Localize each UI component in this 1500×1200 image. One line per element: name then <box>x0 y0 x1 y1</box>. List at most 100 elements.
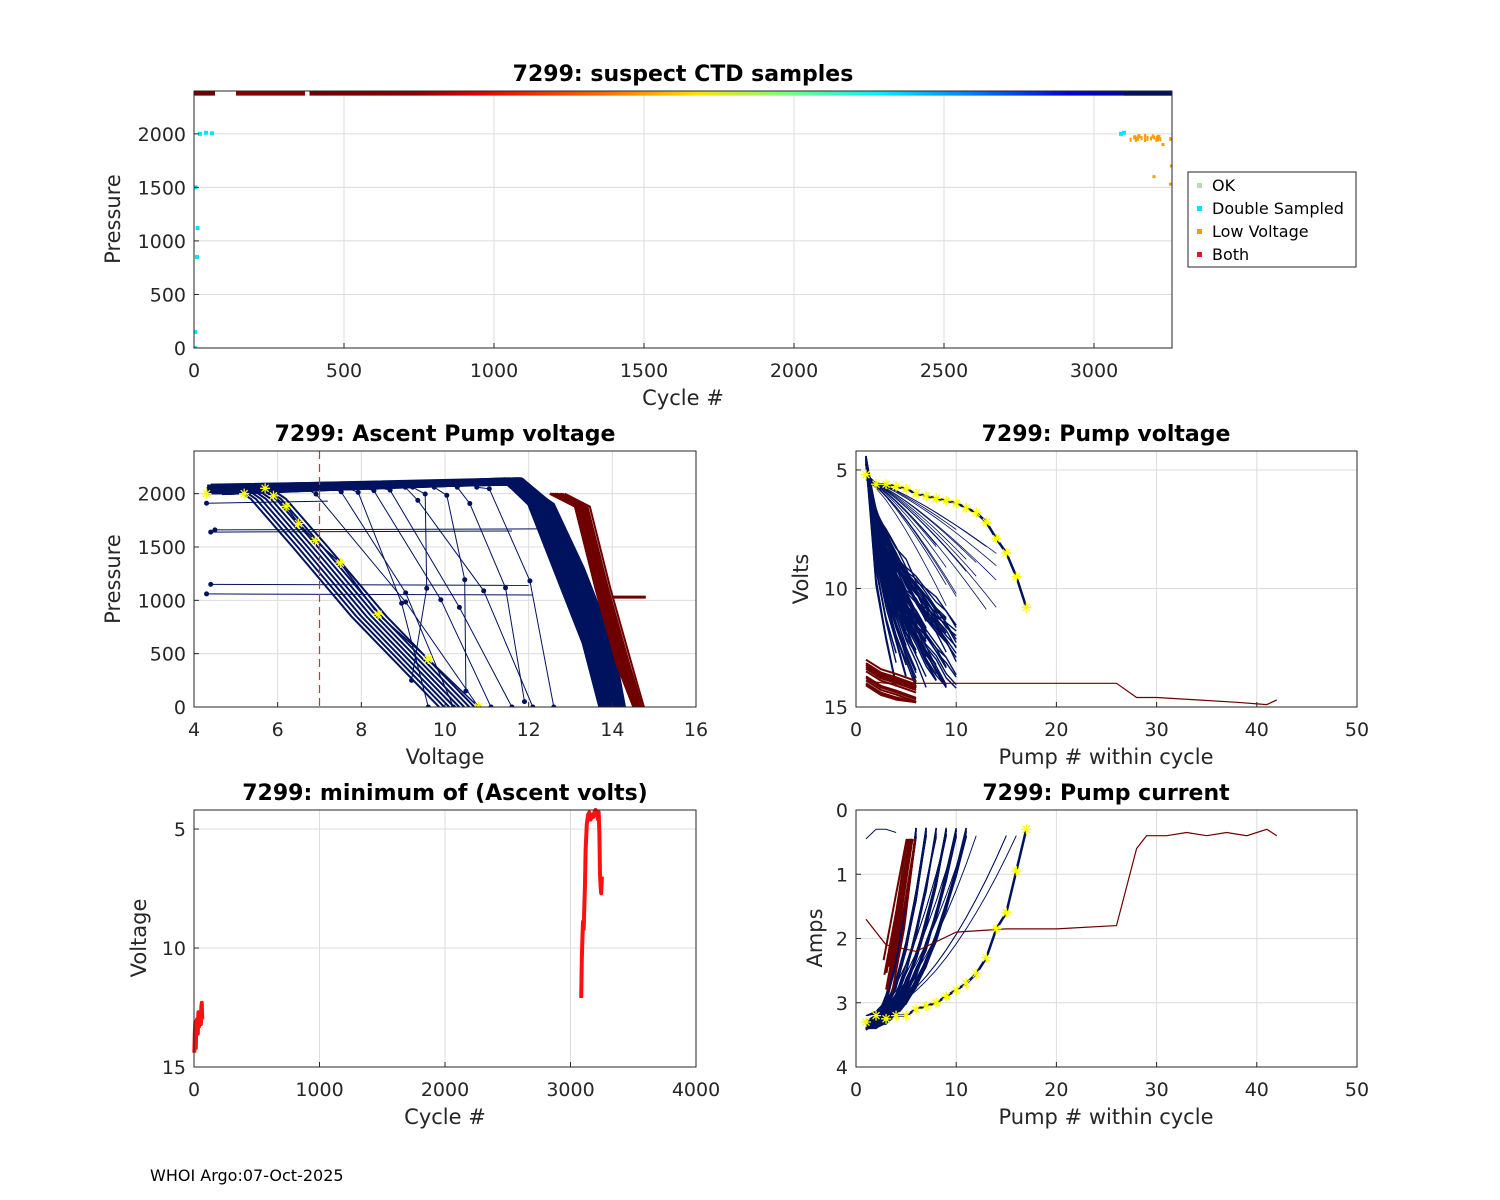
pump-current-cycle-thin <box>865 835 967 1016</box>
x-tick-label: 4000 <box>672 1079 720 1101</box>
pump-voltage-cycle <box>865 461 927 652</box>
cycle-colorbar-late <box>1124 91 1172 96</box>
ascent-profile-fan <box>434 486 467 692</box>
ascent-profile-low <box>238 486 445 707</box>
ascent-outlier-line <box>206 500 328 504</box>
low-voltage-spike <box>1140 136 1143 141</box>
pump-voltage-long-cycle <box>865 680 1278 706</box>
cycle-colorbar-mid <box>236 91 305 96</box>
ascent-sample <box>444 492 450 498</box>
low-voltage-point <box>1161 143 1165 147</box>
ascent-profile-maroon <box>561 492 644 707</box>
pump-voltage-latest-star <box>1001 547 1012 558</box>
ascent-sample <box>462 577 468 583</box>
ascent-sample <box>456 604 462 610</box>
x-tick-label: 40 <box>1245 719 1269 741</box>
pumpv-ticks: 0 10 20 30 40 50 5 10 15 <box>824 460 1369 741</box>
pump-voltage-cycle-thin <box>865 479 947 586</box>
ascent-sample <box>467 501 473 507</box>
ascent-sample <box>403 599 409 605</box>
ascent-sample <box>454 484 460 490</box>
double-sampled-point <box>195 226 200 231</box>
x-tick-label: 1500 <box>620 360 668 382</box>
x-tick-label: 2500 <box>920 360 968 382</box>
pump-current-cycle-thin <box>865 835 957 1016</box>
ascent-title: 7299: Ascent Pump voltage <box>275 422 616 447</box>
pumpc-marks <box>861 824 1278 1031</box>
ascent-sample <box>530 704 536 707</box>
pump-voltage-maroon <box>865 677 917 701</box>
ascent-profile-fan <box>377 486 513 707</box>
ascent-latest-star <box>373 609 384 620</box>
pumpv-title: 7299: Pump voltage <box>982 422 1231 447</box>
x-tick-label: 50 <box>1345 1079 1369 1101</box>
x-tick-label: 40 <box>1245 1079 1269 1101</box>
pump-voltage-latest-star <box>1021 602 1032 613</box>
ascent-outlier-point <box>208 529 214 535</box>
ascent-outlier-point <box>204 500 210 506</box>
pump-current-cycle-thin <box>865 835 977 1016</box>
ascent-sample <box>424 585 430 591</box>
y-tick-label: 0 <box>174 338 186 360</box>
ascent-sample <box>425 704 431 707</box>
low-voltage-spike <box>1158 134 1161 139</box>
double-sampled-point <box>204 130 208 135</box>
ascent-sample <box>474 484 480 490</box>
ascent-sample <box>521 699 527 705</box>
x-tick-label: 12 <box>517 719 541 741</box>
ascent-sample <box>509 704 515 707</box>
min-title: 7299: minimum of (Ascent volts) <box>242 781 648 806</box>
ascent-latest-star <box>268 490 279 501</box>
double-sampled-point <box>1119 131 1123 136</box>
pump-current-cycle-thin <box>865 835 1007 1016</box>
suspect-ylabel: Pressure <box>101 174 125 264</box>
x-tick-label: 3000 <box>1070 360 1118 382</box>
low-voltage-spike <box>1144 137 1147 142</box>
ascent-latest-star <box>239 488 250 499</box>
ascent-outlier-point <box>212 527 218 533</box>
suspect-xlabel: Cycle # <box>642 386 724 410</box>
pump-current-latest-star <box>871 1010 882 1021</box>
legend-ok: OK <box>1212 176 1236 195</box>
ascent-marks <box>201 451 646 707</box>
low-voltage-point <box>1169 164 1172 168</box>
ascent-sample <box>358 484 364 490</box>
pump-current-latest-star <box>921 1000 932 1011</box>
x-tick-label: 14 <box>600 719 624 741</box>
pump-current-latest-star <box>961 978 972 989</box>
y-tick-label: 10 <box>162 938 186 960</box>
low-voltage-point <box>1152 175 1156 179</box>
x-tick-label: 20 <box>1044 1079 1068 1101</box>
pump-voltage-cycle-thin <box>865 479 987 610</box>
pump-current-latest-star <box>861 1017 872 1028</box>
x-tick-label: 0 <box>188 360 200 382</box>
ascent-profile-fan <box>303 486 479 707</box>
pumpv-ylabel: Volts <box>789 554 813 605</box>
pump-voltage-latest-star <box>991 533 1002 544</box>
x-tick-label: 0 <box>850 1079 862 1101</box>
ascent-profile-low <box>243 486 450 707</box>
pump-current-latest-star <box>981 952 992 963</box>
x-tick-label: 0 <box>850 719 862 741</box>
ascent-sample <box>355 489 361 495</box>
double-sampled-point <box>194 329 197 334</box>
legend-low: Low Voltage <box>1212 222 1309 241</box>
ascent-profile-fan <box>404 486 534 707</box>
ascent-outlier-point <box>208 581 214 587</box>
low-voltage-spike <box>1138 134 1141 139</box>
min-voltage-panel: 0 1000 2000 3000 4000 5 10 15 7299: minimum of … <box>127 781 720 1129</box>
pumpv-marks <box>861 455 1278 706</box>
min-ylabel: Voltage <box>127 899 151 978</box>
pump-voltage-cycle-thin <box>865 479 947 568</box>
double-sampled-point <box>210 131 214 136</box>
y-tick-label: 500 <box>150 644 186 666</box>
y-tick-label: 1000 <box>138 590 186 612</box>
pump-current-latest-star <box>891 1010 902 1021</box>
pump-voltage-latest-star <box>1011 571 1022 582</box>
ascent-profile-low <box>248 486 455 707</box>
ascent-sample <box>300 484 306 490</box>
ascent-profile-low <box>268 486 476 707</box>
pump-voltage-latest-star <box>861 469 872 480</box>
x-tick-label: 1000 <box>295 1079 343 1101</box>
pump-voltage-cycle-thin <box>865 479 977 563</box>
